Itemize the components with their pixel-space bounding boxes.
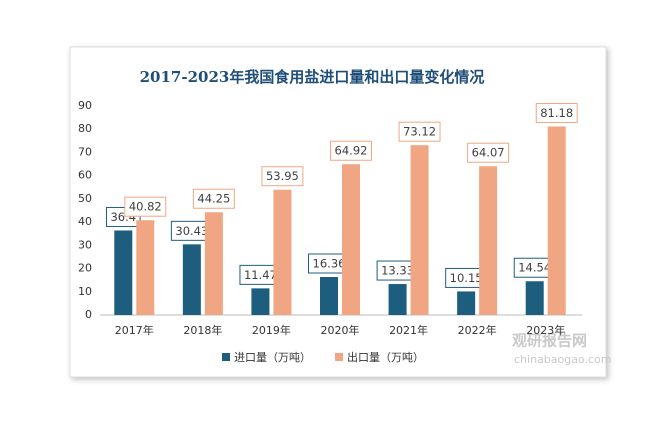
bar: [342, 164, 360, 315]
x-tick-label: 2019年: [252, 323, 291, 337]
bar: [410, 145, 429, 315]
value-label-box: [535, 102, 578, 123]
value-label: 64.07: [472, 146, 505, 160]
bar: [114, 230, 133, 315]
value-label: 11.47: [244, 268, 277, 282]
y-tick-label: 60: [78, 169, 92, 182]
value-label-box: [261, 166, 304, 187]
value-label-box: [192, 188, 235, 209]
value-label: 64.92: [335, 144, 368, 158]
watermark-url: chinabaogao.com: [514, 353, 612, 366]
x-tick-label: 2022年: [458, 323, 497, 337]
value-label: 13.33: [381, 264, 414, 278]
legend-swatch: [335, 353, 343, 361]
bar: [204, 212, 223, 315]
watermark-name: 观研报告网: [512, 332, 587, 350]
chart-title: 2017-2023年我国食用盐进口量和出口量变化情况: [140, 68, 485, 86]
y-tick-label: 40: [78, 215, 92, 228]
bar: [251, 288, 270, 315]
value-label: 16.36: [313, 257, 346, 271]
y-tick-label: 50: [78, 192, 92, 205]
x-tick-label: 2020年: [321, 323, 360, 337]
y-tick-label: 90: [78, 99, 92, 112]
value-label-box: [330, 140, 372, 161]
x-tick-label: 2018年: [183, 323, 222, 337]
legend-label: 出口量（万吨）: [347, 350, 424, 364]
value-label-box: [398, 121, 441, 142]
bar: [479, 166, 498, 315]
value-label: 53.95: [266, 169, 299, 183]
value-label: 14.54: [518, 261, 551, 275]
value-label: 40.82: [129, 200, 162, 214]
legend-swatch: [222, 353, 230, 361]
x-tick-label: 2023年: [526, 323, 565, 337]
value-label: 73.12: [403, 125, 436, 139]
value-label-box: [467, 142, 510, 163]
y-tick-label: 80: [78, 122, 92, 135]
x-tick-label: 2021年: [389, 323, 428, 337]
value-label: 44.25: [197, 192, 230, 206]
value-label: 81.18: [540, 106, 573, 120]
value-label: 30.43: [175, 224, 208, 238]
value-label: 10.15: [450, 271, 483, 285]
bar: [182, 244, 201, 315]
y-tick-label: 20: [78, 262, 92, 275]
x-tick-label: 2017年: [115, 323, 154, 337]
y-tick-label: 0: [85, 308, 92, 321]
y-tick-label: 10: [78, 285, 92, 298]
bar: [457, 291, 476, 315]
bar: [547, 126, 566, 316]
bar: [136, 220, 155, 315]
bar: [525, 281, 544, 315]
bar: [273, 189, 292, 315]
legend-label: 进口量（万吨）: [234, 351, 311, 364]
bar: [388, 284, 407, 315]
y-tick-label: 30: [78, 238, 92, 251]
bar: [320, 277, 338, 315]
value-label-box: [124, 196, 167, 217]
y-tick-label: 70: [78, 145, 92, 158]
